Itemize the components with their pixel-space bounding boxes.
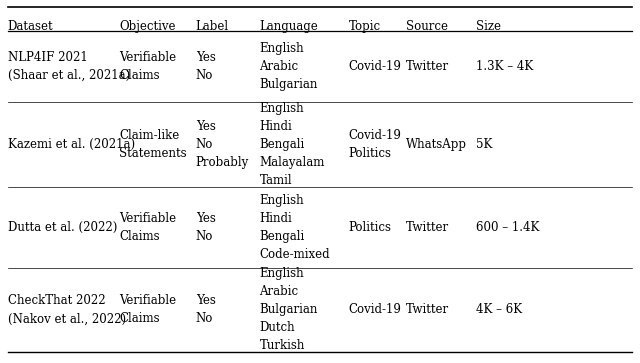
- Text: Yes
No: Yes No: [196, 51, 216, 82]
- Text: English
Hindi
Bengali
Code-mixed: English Hindi Bengali Code-mixed: [259, 193, 330, 261]
- Text: Verifiable
Claims: Verifiable Claims: [119, 212, 177, 242]
- Text: Verifiable
Claims: Verifiable Claims: [119, 51, 177, 82]
- Text: English
Hindi
Bengali
Malayalam
Tamil: English Hindi Bengali Malayalam Tamil: [259, 102, 325, 187]
- Text: 4K – 6K: 4K – 6K: [476, 303, 522, 317]
- Text: Covid-19: Covid-19: [349, 60, 401, 73]
- Text: Twitter: Twitter: [406, 60, 449, 73]
- Text: Yes
No: Yes No: [196, 294, 216, 326]
- Text: Dutta et al. (2022): Dutta et al. (2022): [8, 221, 117, 234]
- Text: Yes
No: Yes No: [196, 212, 216, 242]
- Text: 5K: 5K: [476, 138, 493, 151]
- Text: Yes
No
Probably: Yes No Probably: [196, 120, 249, 169]
- Text: Kazemi et al. (2021a): Kazemi et al. (2021a): [8, 138, 135, 151]
- Text: NLP4IF 2021
(Shaar et al., 2021a): NLP4IF 2021 (Shaar et al., 2021a): [8, 51, 130, 82]
- Text: WhatsApp: WhatsApp: [406, 138, 467, 151]
- Text: Twitter: Twitter: [406, 221, 449, 234]
- Text: 1.3K – 4K: 1.3K – 4K: [476, 60, 533, 73]
- Text: 600 – 1.4K: 600 – 1.4K: [476, 221, 540, 234]
- Text: Topic: Topic: [349, 20, 381, 33]
- Text: Size: Size: [476, 20, 501, 33]
- Text: Covid-19
Politics: Covid-19 Politics: [349, 129, 401, 160]
- Text: Twitter: Twitter: [406, 303, 449, 317]
- Text: Politics: Politics: [349, 221, 392, 234]
- Text: Covid-19: Covid-19: [349, 303, 401, 317]
- Text: English
Arabic
Bulgarian: English Arabic Bulgarian: [259, 42, 318, 91]
- Text: CheckThat 2022
(Nakov et al., 2022): CheckThat 2022 (Nakov et al., 2022): [8, 294, 126, 326]
- Text: Source: Source: [406, 20, 448, 33]
- Text: Language: Language: [259, 20, 318, 33]
- Text: Claim-like
Statements: Claim-like Statements: [119, 129, 187, 160]
- Text: Label: Label: [196, 20, 229, 33]
- Text: Objective: Objective: [119, 20, 176, 33]
- Text: Dataset: Dataset: [8, 20, 53, 33]
- Text: English
Arabic
Bulgarian
Dutch
Turkish: English Arabic Bulgarian Dutch Turkish: [259, 268, 318, 352]
- Text: Verifiable
Claims: Verifiable Claims: [119, 294, 177, 326]
